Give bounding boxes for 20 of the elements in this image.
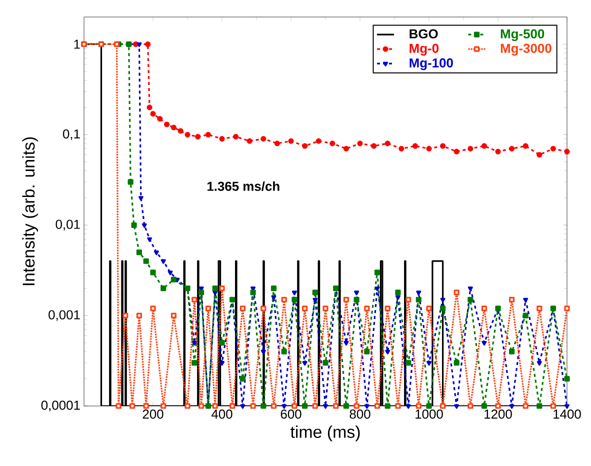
y-axis-title: Intensity (arb. units) — [22, 137, 38, 286]
y-tick-label: 0,1 — [62, 129, 80, 140]
legend-label: Mg-0 — [410, 44, 439, 56]
annotation: 1.365 ms/ch — [207, 181, 280, 192]
y-tick-label: 1 — [74, 40, 80, 49]
legend-label: Mg-3000 — [500, 44, 552, 56]
x-tick-label: 600 — [280, 410, 302, 419]
x-tick-label: 1000 — [416, 410, 443, 419]
legend-label: BGO — [410, 29, 438, 38]
y-tick-label: 0,001 — [48, 310, 80, 321]
x-tick-label: 1200 — [484, 410, 512, 419]
x-tick-label: 1400 — [554, 410, 581, 419]
x-tick-label: 400 — [211, 410, 232, 419]
x-axis-title: time (ms) — [290, 426, 360, 442]
y-tick-label: 0,01 — [56, 220, 80, 230]
x-tick-label: 800 — [350, 410, 370, 419]
y-tick-label: 0,0001 — [41, 400, 80, 412]
legend-label: Mg-500 — [500, 29, 544, 42]
legend-label: Mg-100 — [410, 58, 453, 70]
x-tick-label: 200 — [142, 410, 164, 419]
